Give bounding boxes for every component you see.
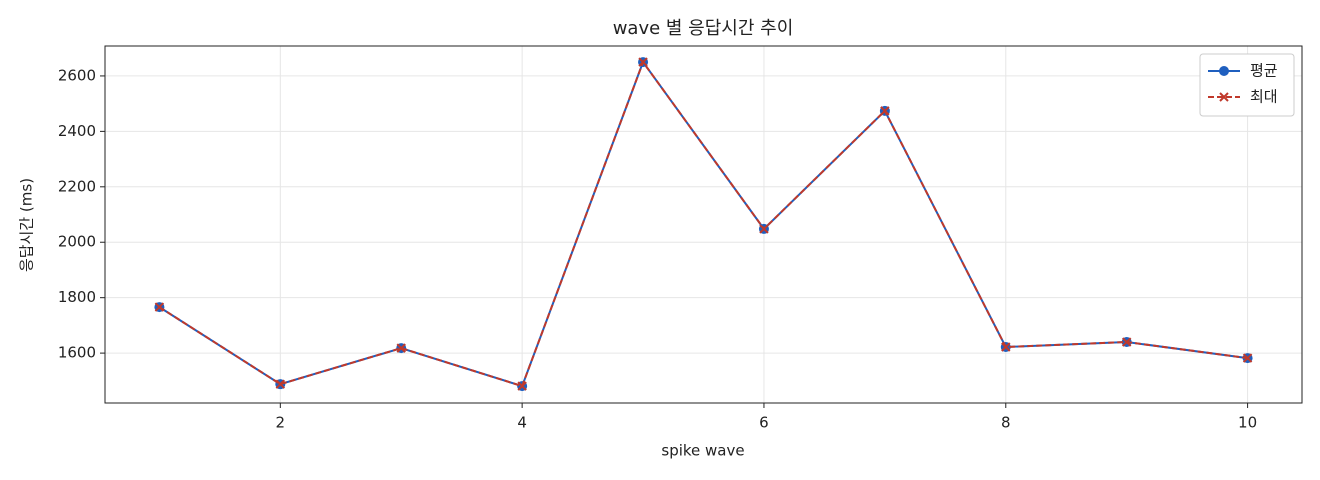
marker-x (275, 379, 286, 389)
marker-x (638, 57, 648, 67)
marker-x (1242, 353, 1253, 363)
marker (275, 379, 286, 389)
x-tick-label: 4 (517, 414, 527, 432)
marker (1242, 353, 1253, 363)
marker (1219, 66, 1229, 76)
marker-x (1219, 92, 1229, 102)
y-tick-label: 2000 (58, 233, 96, 251)
legend-label: 최대 (1250, 88, 1278, 106)
y-tick-label: 2400 (58, 122, 96, 140)
marker-x (1001, 342, 1011, 352)
x-tick-label: 8 (1001, 414, 1011, 432)
plot-frame (104, 45, 1303, 404)
marker (638, 57, 648, 67)
x-tick-label: 10 (1238, 414, 1257, 432)
marker-x (1121, 337, 1132, 347)
chart-title: wave 별 응답시간 추이 (613, 18, 794, 39)
y-tick-label: 1800 (58, 288, 96, 306)
y-tick-label: 2200 (58, 177, 96, 195)
marker-x (396, 343, 406, 353)
y-tick-label: 1600 (58, 344, 96, 362)
marker (880, 106, 890, 116)
marker (759, 224, 769, 234)
marker-x (517, 381, 527, 391)
marker (396, 343, 406, 353)
marker-x (759, 224, 769, 234)
legend-box (1199, 53, 1295, 117)
x-tick-label: 6 (759, 414, 769, 432)
line (158, 59, 1248, 388)
x-axis-label: spike wave (661, 442, 744, 460)
marker (154, 302, 165, 312)
x-tick-label: 2 (276, 414, 286, 432)
marker (1001, 342, 1011, 352)
marker (1219, 92, 1229, 102)
marker (1121, 337, 1132, 347)
marker-x (880, 106, 890, 116)
y-axis-label: 응답시간 (ms) (18, 178, 36, 272)
legend-label: 평균 (1250, 62, 1278, 80)
marker-x (154, 302, 165, 312)
y-tick-label: 2600 (58, 66, 96, 84)
marker (517, 381, 527, 391)
